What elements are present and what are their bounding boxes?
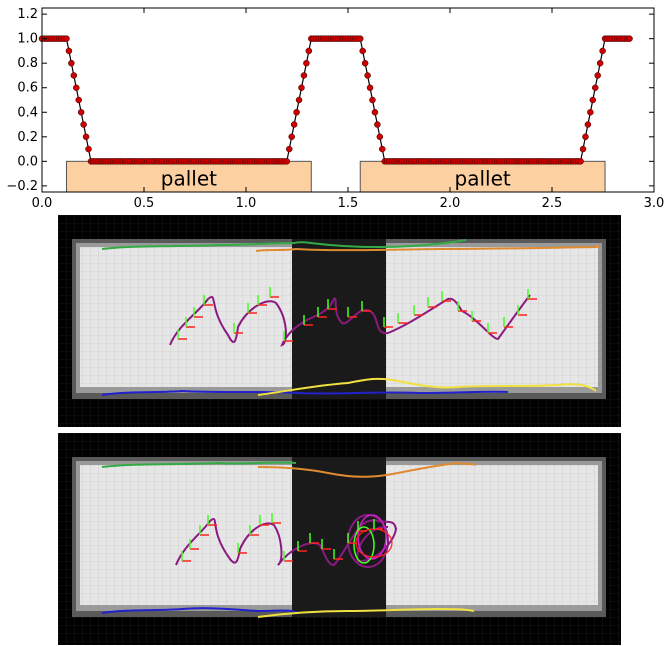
x-tick-label: 0.0 <box>32 196 53 211</box>
series-marker <box>288 133 295 141</box>
y-tick-label: −0.2 <box>6 179 38 194</box>
trajectory-panel-bottom <box>58 433 621 645</box>
series-marker <box>85 145 92 153</box>
series-marker <box>596 59 604 67</box>
series-marker <box>587 109 594 116</box>
y-tick-label: 0.0 <box>17 154 38 169</box>
series-marker <box>626 35 633 42</box>
series-marker <box>80 121 87 128</box>
series-marker <box>359 47 366 55</box>
panel-separator <box>58 427 621 433</box>
series-line <box>42 38 630 162</box>
series-marker <box>283 158 291 165</box>
series-marker <box>599 47 606 55</box>
series-marker <box>68 59 75 67</box>
series-marker <box>589 96 597 104</box>
series-marker <box>290 121 298 128</box>
series-marker <box>584 121 592 128</box>
y-axis: −0.2 0.0 0.2 0.4 0.6 0.8 1.0 1.2 <box>6 7 654 194</box>
floor-right-grid <box>386 247 598 387</box>
series-marker <box>65 47 73 55</box>
path-purple <box>175 518 398 567</box>
series-marker <box>376 133 384 141</box>
series-marker <box>591 84 599 91</box>
series-marker <box>579 145 587 153</box>
floor-right-grid <box>386 465 598 605</box>
series-marker <box>82 133 90 141</box>
series-marker <box>577 158 584 165</box>
pallet-box <box>65 160 312 193</box>
path-blue <box>101 607 299 614</box>
series-marker <box>379 145 386 153</box>
y-tick-label: 1.0 <box>17 32 38 47</box>
y-tick-label: 0.4 <box>17 105 38 120</box>
series-marker <box>356 35 364 42</box>
series-marker <box>582 133 589 141</box>
series-marker <box>70 72 78 79</box>
series-layer <box>38 35 633 165</box>
floor-gap <box>292 457 386 617</box>
x-tick-label: 2.5 <box>542 196 563 211</box>
series-marker <box>285 145 293 153</box>
series-marker <box>303 59 310 67</box>
series-marker <box>371 109 379 116</box>
series-marker <box>369 96 376 104</box>
series-marker <box>63 35 70 42</box>
x-tick-label: 3.0 <box>644 196 665 211</box>
series-marker <box>300 72 308 79</box>
pallet-box <box>359 160 606 193</box>
series-marker <box>594 72 601 79</box>
x-tick-label: 1.0 <box>236 196 257 211</box>
pallet-label: pallet <box>455 166 511 190</box>
y-tick-label: 0.6 <box>17 81 38 96</box>
series-marker <box>77 109 85 116</box>
path-orange <box>255 244 600 252</box>
x-tick-label: 2.0 <box>440 196 461 211</box>
pallet-layer: pallet pallet <box>65 160 606 193</box>
series-marker <box>73 84 80 91</box>
pallet-label: pallet <box>161 166 217 190</box>
x-tick-label: 0.5 <box>134 196 155 211</box>
floor-left-grid <box>80 465 292 605</box>
orientation-ticks <box>181 513 383 562</box>
series-marker <box>366 84 374 91</box>
velocity-chart: pallet pallet 0.0 0.5 1.0 1.5 2.0 2.5 3.0 −0.20… <box>6 7 664 211</box>
y-tick-label: 0.8 <box>17 56 38 71</box>
orientation-ticks <box>177 287 537 342</box>
x-tick-label: 1.5 <box>338 196 359 211</box>
path-blue <box>101 389 509 396</box>
path-yellow <box>257 377 597 396</box>
series-marker <box>75 96 82 104</box>
trajectory-panel-top <box>58 215 621 427</box>
series-marker <box>364 72 371 79</box>
path-yellow <box>257 607 475 618</box>
y-tick-label: 1.2 <box>17 7 38 22</box>
x-axis: 0.0 0.5 1.0 1.5 2.0 2.5 3.0 <box>32 8 665 211</box>
path-orange <box>257 461 477 478</box>
series-marker <box>293 109 300 116</box>
path-green <box>101 461 297 468</box>
path-green <box>101 239 467 250</box>
series-marker <box>374 121 381 128</box>
series-marker <box>295 96 303 104</box>
series-marker <box>305 47 313 55</box>
series-marker <box>298 84 305 91</box>
series-marker <box>361 59 369 67</box>
y-tick-label: 0.2 <box>17 130 38 145</box>
